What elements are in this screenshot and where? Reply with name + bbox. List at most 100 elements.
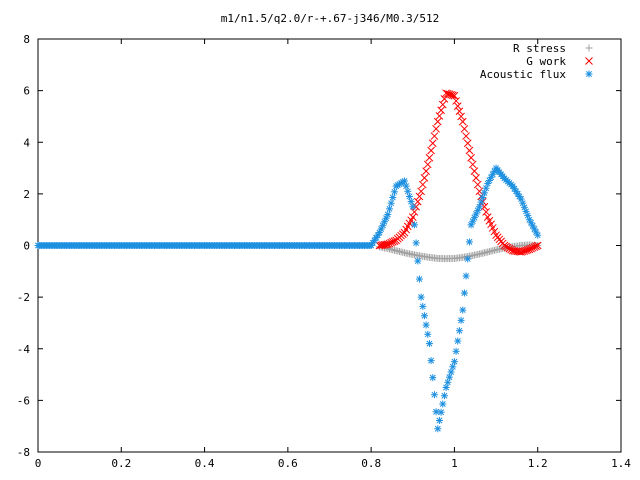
data-point (482, 208, 490, 216)
data-point (425, 153, 434, 162)
data-point (384, 211, 392, 219)
data-point (455, 107, 464, 116)
data-point (475, 187, 484, 196)
y-tick-label: -4 (17, 343, 31, 356)
data-marks (34, 89, 542, 433)
data-point (437, 408, 445, 416)
data-point (415, 275, 423, 283)
y-tick-label: 6 (23, 85, 30, 98)
data-point (444, 378, 452, 386)
data-point (390, 237, 399, 245)
x-tick-label: 0.4 (195, 457, 215, 470)
data-point (435, 417, 443, 425)
data-point (462, 132, 470, 140)
x-tick-label: 0 (35, 457, 42, 470)
data-point (455, 327, 463, 335)
data-point (449, 363, 457, 371)
chart-title: m1/n1.5/q2.0/r-+.67-j346/M0.3/512 (221, 12, 440, 25)
data-point (412, 239, 420, 247)
legend-label: R stress (513, 42, 566, 55)
data-point (467, 153, 475, 162)
data-point (457, 112, 465, 121)
data-point (402, 182, 410, 190)
legend-label: Acoustic flux (480, 68, 566, 81)
data-point (418, 180, 427, 189)
data-point (460, 124, 469, 133)
data-point (459, 306, 467, 314)
data-point (534, 231, 542, 239)
data-point (427, 146, 435, 155)
data-point (470, 167, 479, 176)
data-point (454, 337, 462, 345)
data-point (409, 203, 417, 211)
data-point (489, 170, 497, 178)
axis-ticks: 0 0.2 0.4 0.6 0.8 1 1.2 1.4 -8 -6 -4 -2 0 2 4 6 8 (17, 33, 632, 470)
data-point (460, 289, 468, 297)
data-point (458, 117, 467, 126)
data-point (400, 177, 408, 185)
legend-marker (585, 44, 593, 52)
data-point (419, 302, 427, 310)
data-point (532, 242, 540, 251)
data-point (432, 124, 440, 133)
data-point (425, 340, 433, 348)
data-point (447, 368, 455, 376)
x-tick-label: 0.6 (278, 457, 298, 470)
y-tick-label: 2 (23, 188, 30, 201)
data-point (414, 257, 422, 265)
data-point (410, 208, 419, 216)
data-point (417, 187, 425, 196)
data-point (465, 146, 474, 155)
data-point (404, 187, 412, 195)
data-point (440, 392, 448, 400)
data-point (407, 198, 415, 206)
data-point (422, 321, 430, 329)
data-point (484, 180, 492, 188)
data-point (438, 100, 447, 109)
data-point (514, 190, 522, 198)
data-point (428, 139, 437, 148)
data-point (473, 180, 482, 189)
series-2 (34, 164, 542, 433)
x-tick-label: 1.4 (611, 457, 631, 470)
data-point (452, 97, 460, 105)
data-point (450, 91, 459, 100)
data-point (434, 425, 442, 433)
data-point (533, 241, 542, 250)
data-point (429, 374, 437, 382)
y-tick-label: -6 (17, 394, 30, 407)
x-tick-label: 0.2 (111, 457, 131, 470)
data-point (405, 192, 413, 200)
data-point (410, 221, 418, 229)
legend-marker (585, 70, 593, 78)
x-tick-label: 0.8 (361, 457, 381, 470)
data-point (442, 383, 450, 391)
x-tick-label: 1 (451, 457, 458, 470)
data-point (387, 199, 395, 207)
y-tick-label: -8 (17, 446, 30, 459)
data-point (435, 112, 444, 120)
data-point (423, 160, 432, 169)
data-point (448, 91, 457, 100)
y-tick-label: 8 (23, 33, 30, 46)
data-point (420, 312, 428, 320)
data-point (415, 192, 424, 201)
data-point (430, 132, 439, 140)
data-point (422, 167, 430, 176)
data-point (445, 373, 453, 381)
data-point (465, 238, 473, 246)
data-point (472, 174, 480, 182)
data-point (433, 117, 442, 126)
x-tick-label: 1.2 (528, 457, 548, 470)
series-1 (375, 89, 542, 256)
data-point (430, 391, 438, 399)
data-point (464, 255, 472, 263)
data-point (380, 240, 389, 249)
data-point (390, 188, 398, 196)
y-tick-label: -2 (17, 291, 30, 304)
data-point (453, 102, 462, 110)
data-point (462, 272, 470, 280)
y-tick-label: 0 (23, 240, 30, 253)
data-point (432, 408, 440, 416)
